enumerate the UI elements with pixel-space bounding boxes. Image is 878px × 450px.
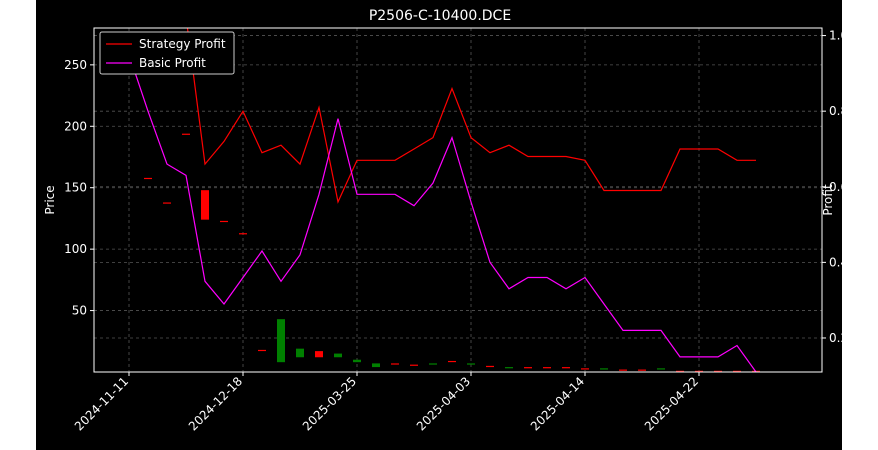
candle: [334, 353, 342, 358]
profit-lines: [128, 28, 757, 372]
x-tick-label: 2025-04-22: [642, 374, 701, 433]
chart-title: P2506-C-10400.DCE: [369, 8, 511, 24]
candle: [619, 369, 627, 371]
candle: [239, 233, 247, 235]
x-tick-label: 2025-03-25: [300, 374, 359, 433]
x-tick-label: 2025-04-03: [414, 374, 473, 433]
x-tick-label: 2025-04-14: [528, 374, 587, 433]
candles: [125, 58, 760, 372]
candle: [714, 370, 722, 372]
candle: [695, 370, 703, 372]
candle: [638, 369, 646, 371]
y-axis-right: 0.2 0.4 0.6 0.8 1.0: [822, 29, 842, 345]
y-axis-label: Price: [43, 185, 57, 214]
candle: [410, 364, 418, 366]
candle: [182, 133, 190, 135]
candle: [353, 359, 361, 363]
y-axis-left: 50 100 150 200 250: [64, 58, 94, 318]
y-tick-label: 200: [64, 119, 87, 133]
candle: [144, 177, 152, 180]
y-tick-label: 50: [72, 304, 87, 318]
candle: [543, 367, 551, 369]
legend-strategy-label: Strategy Profit: [139, 37, 226, 51]
strategy-profit-line: [186, 28, 756, 204]
legend-basic-label: Basic Profit: [139, 56, 206, 70]
y-tick-label: 100: [64, 242, 87, 256]
candle: [391, 363, 399, 365]
candle: [733, 370, 741, 372]
candle: [163, 202, 171, 204]
y2-axis-label: Profit: [821, 184, 835, 216]
candle: [258, 349, 266, 352]
candle: [676, 370, 684, 372]
y2-tick-label: 1.0: [829, 29, 842, 43]
candle: [372, 363, 380, 368]
y2-tick-label: 0.4: [829, 255, 842, 269]
candle: [296, 348, 304, 358]
candle: [562, 367, 570, 369]
candle: [524, 367, 532, 369]
candle: [581, 368, 589, 370]
candle: [505, 367, 513, 369]
y2-tick-label: 0.8: [829, 104, 842, 118]
x-tick-label: 2024-11-11: [72, 374, 131, 433]
candle: [467, 363, 475, 365]
candle: [201, 190, 209, 220]
y-tick-label: 250: [64, 58, 87, 72]
candle: [657, 368, 665, 370]
basic-profit-line: [128, 54, 757, 372]
x-tick-label: 2024-12-18: [186, 374, 245, 433]
candle: [429, 363, 437, 365]
candle: [448, 360, 456, 363]
legend: Strategy Profit Basic Profit: [99, 31, 235, 75]
candle: [486, 365, 494, 368]
x-axis: 2024-11-11 2024-12-18 2025-03-25 2025-04-03…: [72, 372, 701, 433]
legend-box: [99, 31, 235, 75]
plot-frame: [93, 27, 823, 373]
candle: [220, 220, 228, 223]
y2-tick-label: 0.6: [829, 180, 842, 194]
y2-tick-label: 0.2: [829, 331, 842, 345]
candle: [600, 368, 608, 370]
candle: [277, 319, 285, 363]
y-tick-label: 150: [64, 181, 87, 195]
candle: [315, 351, 323, 358]
